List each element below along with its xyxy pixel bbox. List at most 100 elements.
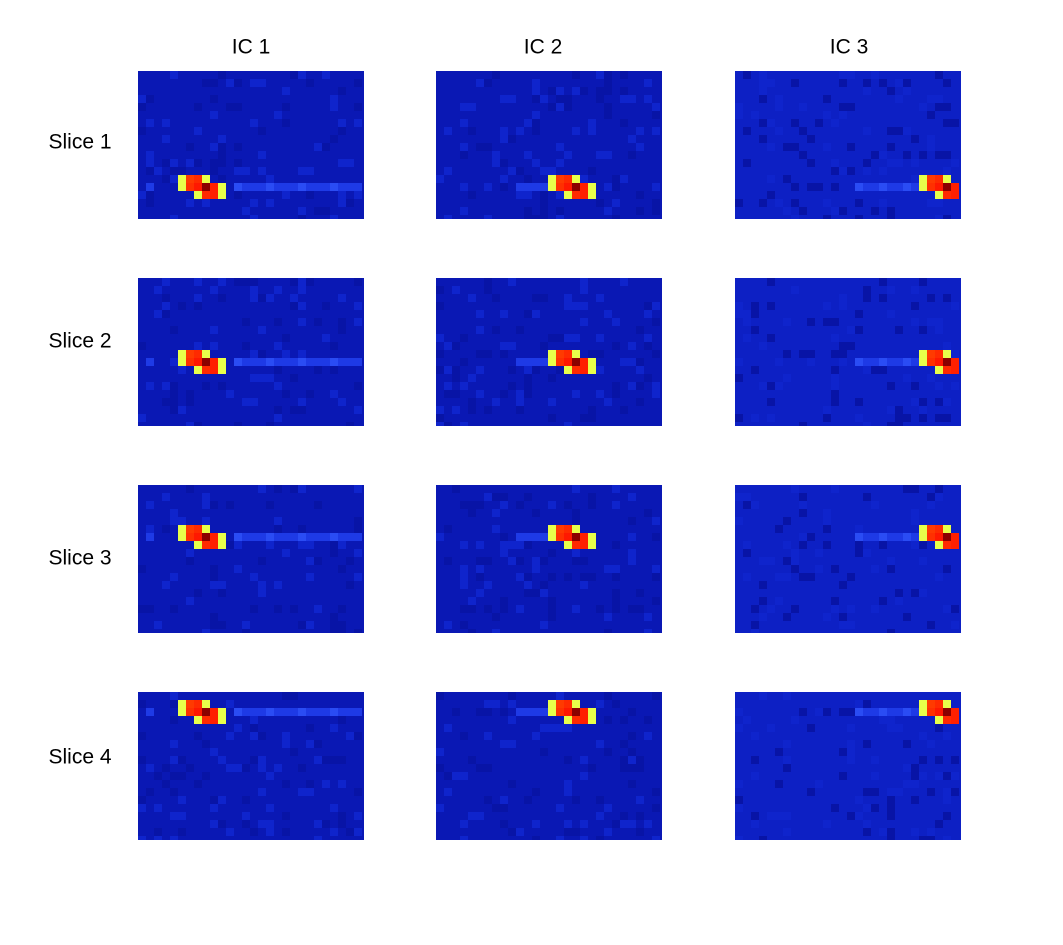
noise-cell (935, 326, 943, 334)
noise-cell (628, 533, 636, 541)
noise-cell (234, 79, 242, 87)
noise-cell (138, 414, 146, 422)
noise-cell (306, 278, 314, 286)
noise-cell (775, 748, 783, 756)
noise-cell (935, 573, 943, 581)
noise-cell (476, 326, 484, 334)
noise-cell (202, 517, 210, 525)
noise-cell (444, 366, 452, 374)
noise-cell (911, 517, 919, 525)
noise-cell (628, 557, 636, 565)
noise-cell (564, 756, 572, 764)
noise-cell (452, 406, 460, 414)
noise-cell (516, 501, 524, 509)
noise-cell (202, 79, 210, 87)
noise-cell (783, 828, 791, 836)
noise-cell (258, 820, 266, 828)
noise-cell (927, 788, 935, 796)
noise-cell (572, 127, 580, 135)
noise-cell (919, 406, 927, 414)
noise-cell (218, 382, 226, 390)
noise-cell (620, 820, 628, 828)
noise-cell (775, 780, 783, 788)
hotspot-cell (943, 716, 951, 724)
noise-cell (162, 175, 170, 183)
noise-cell (735, 374, 743, 382)
band-cell (903, 708, 911, 716)
band-cell (871, 533, 879, 541)
noise-cell (751, 732, 759, 740)
hotspot-cell (178, 700, 186, 708)
noise-cell (170, 398, 178, 406)
band-cell (322, 708, 330, 716)
noise-cell (935, 772, 943, 780)
noise-cell (855, 310, 863, 318)
noise-cell (815, 549, 823, 557)
noise-cell (516, 167, 524, 175)
noise-cell (266, 199, 274, 207)
band-cell (242, 358, 250, 366)
noise-cell (444, 557, 452, 565)
noise-cell (911, 772, 919, 780)
noise-cell (234, 167, 242, 175)
noise-cell (436, 286, 444, 294)
noise-cell (839, 111, 847, 119)
noise-cell (540, 215, 548, 219)
band-cell (242, 533, 250, 541)
noise-cell (330, 756, 338, 764)
noise-cell (298, 398, 306, 406)
noise-cell (234, 541, 242, 549)
hotspot-cell (927, 350, 935, 358)
noise-cell (903, 127, 911, 135)
noise-cell (242, 398, 250, 406)
noise-cell (895, 326, 903, 334)
band-cell (314, 358, 322, 366)
noise-cell (743, 71, 751, 79)
noise-cell (652, 111, 660, 119)
noise-cell (354, 629, 362, 633)
noise-cell (242, 812, 250, 820)
noise-cell (484, 350, 492, 358)
noise-cell (743, 549, 751, 557)
noise-cell (580, 772, 588, 780)
noise-cell (895, 95, 903, 103)
noise-cell (831, 605, 839, 613)
band-cell (298, 533, 306, 541)
noise-cell (871, 756, 879, 764)
noise-cell (943, 398, 951, 406)
heatmap-panel (436, 692, 662, 840)
noise-cell (612, 215, 620, 219)
noise-cell (636, 127, 644, 135)
noise-cell (460, 334, 468, 342)
noise-cell (516, 557, 524, 565)
noise-cell (532, 294, 540, 302)
noise-cell (314, 557, 322, 565)
noise-cell (863, 286, 871, 294)
noise-cell (338, 820, 346, 828)
noise-cell (282, 87, 290, 95)
hotspot-cell (178, 708, 186, 716)
noise-cell (863, 87, 871, 95)
noise-cell (572, 302, 580, 310)
noise-cell (460, 501, 468, 509)
hotspot-cell (588, 541, 596, 549)
hotspot-cell (572, 183, 580, 191)
band-cell (903, 533, 911, 541)
noise-cell (338, 398, 346, 406)
noise-cell (170, 772, 178, 780)
band-cell (354, 358, 362, 366)
noise-cell (927, 836, 935, 840)
noise-cell (338, 716, 346, 724)
band-cell (306, 183, 314, 191)
noise-cell (879, 716, 887, 724)
noise-cell (154, 310, 162, 318)
noise-cell (791, 183, 799, 191)
noise-cell (508, 740, 516, 748)
band-cell (330, 358, 338, 366)
noise-cell (436, 334, 444, 342)
noise-cell (895, 127, 903, 135)
noise-cell (436, 175, 444, 183)
noise-cell (516, 398, 524, 406)
noise-cell (775, 382, 783, 390)
noise-cell (444, 167, 452, 175)
